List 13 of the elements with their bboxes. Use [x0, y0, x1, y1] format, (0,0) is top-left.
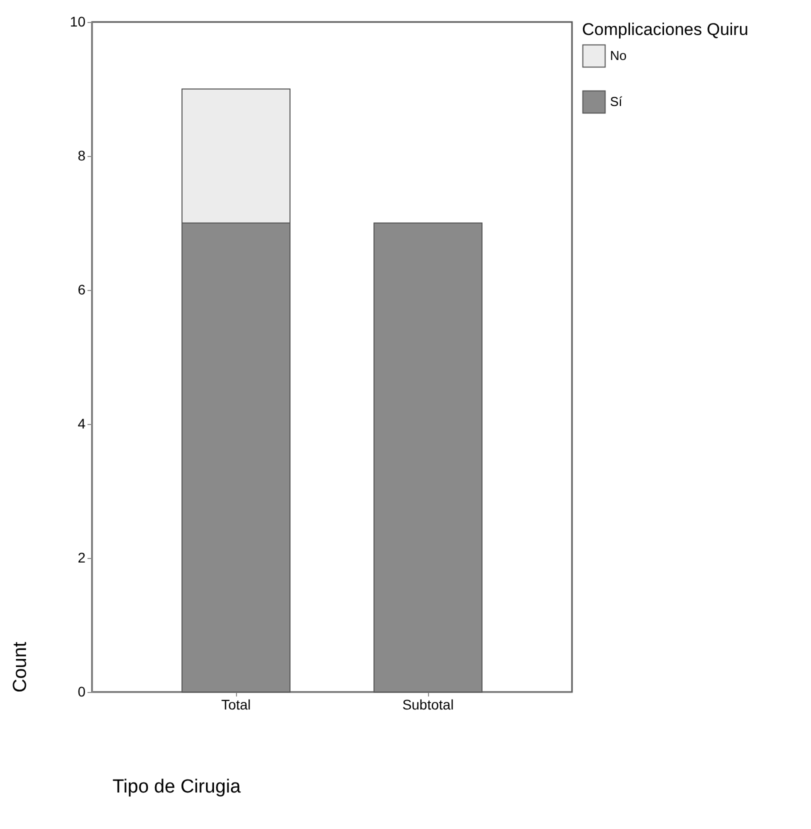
legend-title: Complicaciones Quiru [582, 20, 748, 39]
y-tick-label: 8 [78, 148, 86, 164]
legend-label: No [610, 48, 627, 63]
y-tick-label: 2 [78, 550, 86, 566]
y-tick-label: 6 [78, 282, 86, 298]
x-axis-title: Tipo de Cirugia [112, 776, 242, 798]
legend-label: Sí [610, 94, 623, 109]
y-tick-label: 10 [70, 14, 86, 30]
y-axis-title: Count [10, 641, 31, 692]
x-tick-label: Subtotal [402, 696, 454, 712]
y-tick-label: 4 [78, 416, 86, 432]
x-tick-label: Total [221, 696, 251, 712]
y-tick-label: 0 [78, 684, 86, 700]
